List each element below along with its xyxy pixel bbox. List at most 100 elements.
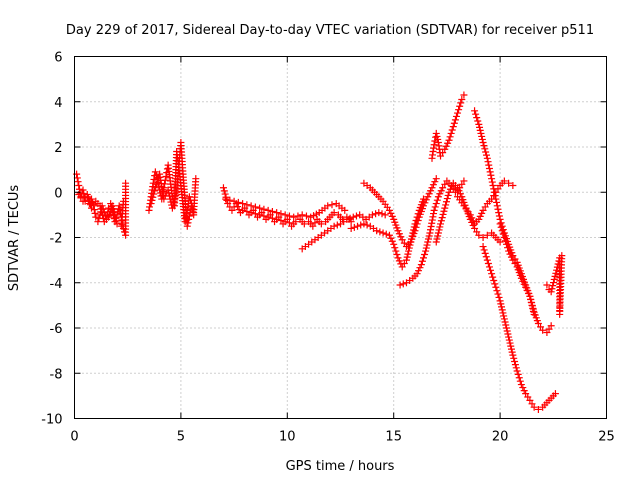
data-point [494, 205, 502, 213]
data-point [75, 181, 83, 189]
data-point [235, 206, 243, 214]
data-point [192, 175, 200, 183]
data-point [499, 309, 507, 317]
data-point [110, 205, 118, 213]
data-point [488, 270, 496, 278]
data-point [497, 300, 505, 308]
data-point [150, 190, 158, 198]
data-point [476, 123, 484, 131]
data-point [219, 184, 227, 192]
data-point [477, 129, 485, 137]
data-point [502, 321, 510, 329]
data-point [164, 186, 172, 194]
data-point [485, 161, 493, 169]
data-point [83, 191, 91, 199]
data-point [481, 145, 489, 153]
data-point [414, 217, 422, 225]
data-point [454, 184, 462, 192]
data-point [444, 139, 452, 147]
data-point [300, 220, 308, 228]
data-point [399, 280, 407, 288]
data-point [479, 243, 487, 251]
data-point [551, 390, 559, 398]
data-point [298, 211, 306, 219]
data-point [551, 272, 559, 280]
data-point [433, 196, 441, 204]
data-point [281, 211, 289, 219]
series-seg-7to12-upper [222, 195, 349, 221]
data-point [493, 202, 501, 210]
data-point [436, 223, 444, 231]
data-point [425, 232, 433, 240]
data-point [529, 307, 537, 315]
data-point [507, 342, 515, 350]
data-point [427, 187, 435, 195]
data-point [395, 230, 403, 238]
data-point [185, 215, 193, 223]
data-point [486, 168, 494, 176]
data-point [482, 253, 490, 261]
data-point [439, 210, 447, 218]
data-point [491, 280, 499, 288]
data-point [520, 387, 528, 395]
data-point [550, 275, 558, 283]
data-point [183, 222, 191, 230]
data-point [436, 190, 444, 198]
data-point [419, 202, 427, 210]
data-point [520, 280, 528, 288]
data-point [502, 324, 510, 332]
data-point [97, 205, 105, 213]
data-point [411, 227, 419, 235]
series-seg-5h-b [147, 138, 198, 230]
data-point [509, 181, 517, 189]
data-point [457, 99, 465, 107]
series-seg-20to22 [496, 220, 538, 318]
data-point [149, 193, 157, 201]
data-point [375, 209, 383, 217]
data-point [119, 197, 127, 205]
data-point [285, 212, 293, 220]
data-point [243, 201, 251, 209]
data-point [392, 247, 400, 255]
data-point [239, 200, 247, 208]
data-point [333, 221, 341, 229]
data-point [96, 202, 104, 210]
data-point [523, 286, 531, 294]
data-point [511, 357, 519, 365]
data-point [220, 187, 228, 195]
data-point [413, 220, 421, 228]
data-point [440, 207, 448, 215]
data-point [385, 231, 393, 239]
data-point [294, 212, 302, 220]
data-point [485, 263, 493, 271]
data-point [346, 214, 354, 222]
data-point [500, 312, 508, 320]
data-point [428, 184, 436, 192]
data-point [368, 211, 376, 219]
data-point [491, 192, 499, 200]
x-tick-label: 0 [70, 430, 78, 445]
series-seg-18to20-mid [454, 177, 517, 228]
data-point [496, 238, 504, 246]
data-point [387, 234, 395, 242]
data-point [385, 206, 393, 214]
data-point [394, 227, 402, 235]
data-point [524, 289, 532, 297]
data-point [547, 288, 555, 296]
data-point [505, 179, 513, 187]
data-point [422, 247, 430, 255]
data-point [487, 171, 495, 179]
data-point [94, 218, 102, 226]
data-point [147, 200, 155, 208]
data-point [382, 230, 390, 238]
data-point [360, 220, 368, 228]
data-point [493, 198, 501, 206]
y-tick-label: 2 [54, 141, 62, 156]
data-point [256, 204, 264, 212]
data-point [425, 190, 433, 198]
data-point [490, 185, 498, 193]
data-point [354, 222, 362, 230]
data-point [549, 282, 557, 290]
data-point [165, 189, 173, 197]
data-point [79, 186, 87, 194]
